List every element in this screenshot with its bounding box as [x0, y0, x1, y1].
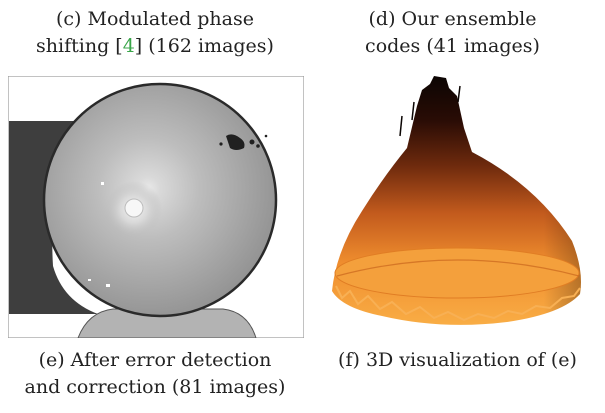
caption-f: (f) 3D visualization of (e)	[310, 347, 605, 374]
caption-c: (c) Modulated phase shifting [4] (162 im…	[0, 6, 310, 60]
caption-c-suffix: (162 images)	[142, 35, 274, 57]
error-artifacts	[219, 134, 268, 150]
caption-d: (d) Our ensemble codes (41 images)	[300, 6, 605, 60]
shadow-region	[9, 121, 98, 314]
caption-e: (e) After error detection and correction…	[0, 347, 310, 401]
dome-rim	[334, 247, 580, 299]
sphere-base	[77, 308, 257, 339]
decoded-depth-image	[7, 75, 305, 339]
3d-visualization	[322, 76, 594, 338]
caption-e-line2: and correction (81 images)	[24, 376, 286, 398]
3d-visualization-svg	[332, 76, 581, 325]
caption-c-line1: (c) Modulated phase	[55, 8, 254, 30]
caption-c-line2: shifting [4] (162 images)	[36, 35, 274, 57]
caption-f-line1: (f) 3D visualization of (e)	[338, 349, 577, 371]
caption-d-line2: codes (41 images)	[365, 35, 540, 57]
citation-link[interactable]: 4	[122, 35, 135, 57]
decoded-depth-image-svg	[7, 75, 305, 339]
caption-d-line1: (d) Our ensemble	[368, 8, 537, 30]
caption-c-prefix: shifting	[36, 35, 116, 57]
caption-e-line1: (e) After error detection	[38, 349, 272, 371]
base-edge	[335, 285, 581, 322]
